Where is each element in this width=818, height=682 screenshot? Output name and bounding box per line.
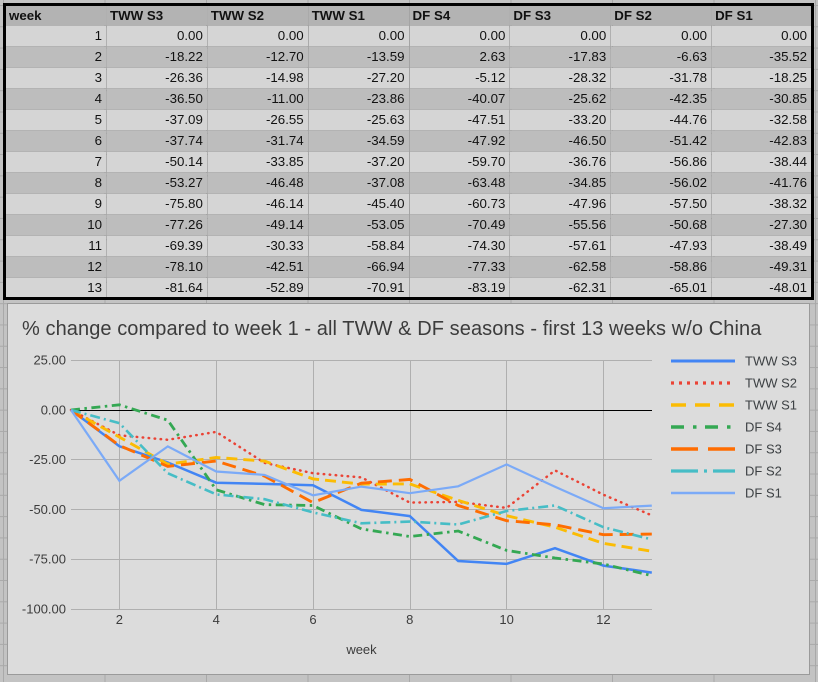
svg-text:DF S3: DF S3	[745, 442, 782, 457]
svg-text:TWW S2: TWW S2	[745, 376, 797, 391]
svg-text:2: 2	[116, 612, 123, 627]
svg-text:4: 4	[213, 612, 220, 627]
svg-text:-25.00: -25.00	[29, 452, 66, 467]
svg-text:-75.00: -75.00	[29, 552, 66, 567]
svg-text:DF S2: DF S2	[745, 464, 782, 479]
svg-text:week: week	[345, 642, 377, 657]
svg-text:TWW S1: TWW S1	[745, 398, 797, 413]
svg-text:12: 12	[596, 612, 610, 627]
svg-text:DF S1: DF S1	[745, 486, 782, 501]
svg-text:0.00: 0.00	[41, 403, 66, 418]
svg-text:25.00: 25.00	[33, 353, 66, 368]
svg-text:8: 8	[406, 612, 413, 627]
svg-text:-50.00: -50.00	[29, 502, 66, 517]
svg-text:6: 6	[309, 612, 316, 627]
svg-text:-100.00: -100.00	[22, 601, 66, 616]
svg-text:DF S4: DF S4	[745, 420, 782, 435]
svg-text:10: 10	[499, 612, 513, 627]
svg-text:TWW S3: TWW S3	[745, 354, 797, 369]
